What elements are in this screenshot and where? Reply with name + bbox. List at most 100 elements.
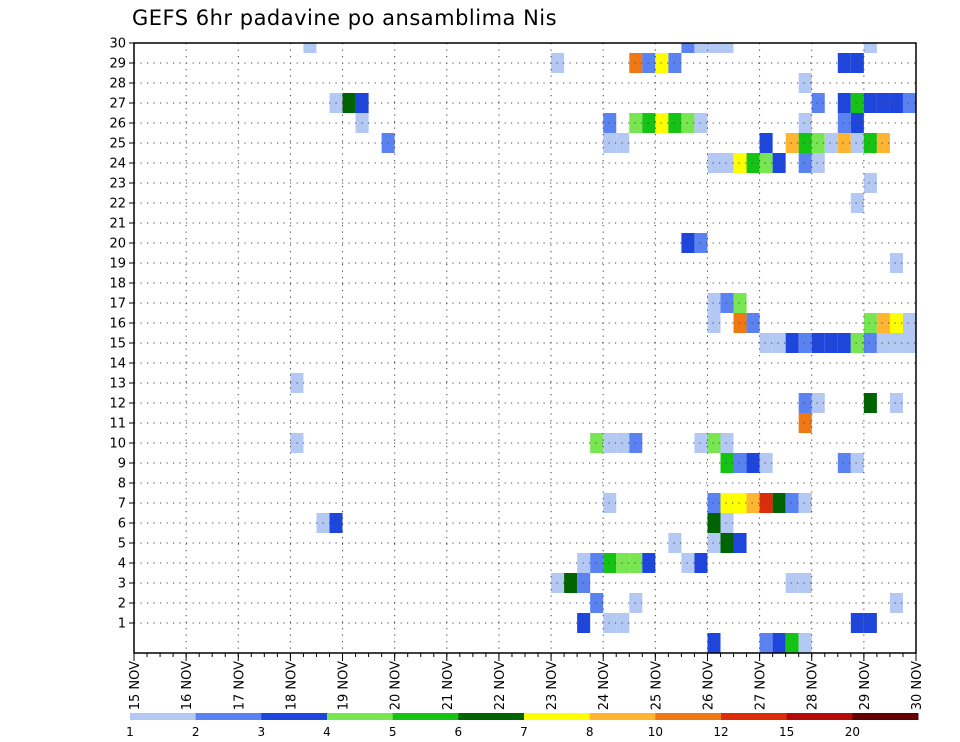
y-tick-label: 21: [109, 217, 126, 232]
heatmap-cell: [850, 193, 864, 213]
heatmap-cell: [863, 173, 877, 193]
heatmap-cell: [603, 433, 617, 453]
heatmap-cell: [876, 313, 890, 333]
heatmap-cell: [707, 533, 721, 553]
heatmap-cell: [707, 633, 721, 653]
y-tick-label: 1: [118, 617, 126, 632]
heatmap-cell: [642, 553, 656, 573]
heatmap-cell: [707, 43, 721, 53]
y-tick-label: 16: [109, 317, 126, 332]
heatmap-cell: [889, 93, 903, 113]
x-tick-label: 25 NOV: [649, 661, 664, 710]
heatmap-cell: [733, 153, 747, 173]
colorbar-swatch: [786, 713, 853, 720]
heatmap-cell: [668, 53, 682, 73]
heatmap-cell: [629, 553, 643, 573]
y-tick-label: 5: [118, 537, 126, 552]
heatmap-cell: [616, 613, 630, 633]
x-tick-label: 19 NOV: [337, 661, 352, 710]
heatmap-cell: [303, 43, 317, 53]
heatmap-cell: [889, 253, 903, 273]
heatmap-cell: [759, 133, 773, 153]
x-tick-label: 27 NOV: [754, 661, 769, 710]
colorbar-swatch: [655, 713, 722, 720]
heatmap-cell: [655, 113, 669, 133]
heatmap-cell: [889, 393, 903, 413]
heatmap-cell: [811, 133, 825, 153]
heatmap-cell: [772, 633, 786, 653]
heatmap-cell: [707, 313, 721, 333]
heatmap-cell: [811, 153, 825, 173]
heatmap-cell: [720, 453, 734, 473]
colorbar-label: 3: [258, 725, 266, 739]
heatmap-cell: [720, 153, 734, 173]
heatmap-cell: [785, 333, 799, 353]
heatmap-cell: [707, 293, 721, 313]
heatmap-cell: [720, 433, 734, 453]
y-tick-label: 9: [118, 457, 126, 472]
heatmap-cell: [798, 153, 812, 173]
y-tick-label: 19: [109, 257, 126, 272]
colorbar-label: 12: [713, 725, 728, 739]
x-tick-label: 21 NOV: [441, 661, 456, 710]
heatmap-cell: [902, 93, 916, 113]
heatmap-cell: [629, 113, 643, 133]
y-tick-label: 12: [109, 397, 126, 412]
heatmap-cell: [772, 493, 786, 513]
heatmap-cell: [902, 333, 916, 353]
x-tick-label: 26 NOV: [701, 661, 716, 710]
heatmap-cell: [850, 113, 864, 133]
x-tick-label: 30 NOV: [910, 661, 925, 710]
y-tick-label: 3: [118, 577, 126, 592]
heatmap-cell: [733, 293, 747, 313]
heatmap-cell: [889, 313, 903, 333]
y-tick-label: 30: [109, 37, 126, 52]
heatmap-cell: [616, 553, 630, 573]
colorbar-swatch: [195, 713, 262, 720]
heatmap-cell: [681, 553, 695, 573]
heatmap-cell: [603, 493, 617, 513]
y-tick-label: 24: [109, 157, 126, 172]
heatmap-cell: [798, 573, 812, 593]
heatmap-cell: [603, 553, 617, 573]
heatmap-cell: [837, 113, 851, 133]
heatmap-cell: [707, 513, 721, 533]
heatmap-cell: [798, 113, 812, 133]
heatmap-cell: [603, 613, 617, 633]
colorbar-swatch: [392, 713, 459, 720]
x-tick-label: 24 NOV: [597, 661, 612, 710]
chart-title: GEFS 6hr padavine po ansamblima Nis: [132, 6, 558, 30]
heatmap-cell: [798, 413, 812, 433]
y-tick-label: 14: [109, 357, 126, 372]
colorbar-swatch: [261, 713, 328, 720]
y-tick-label: 11: [109, 417, 126, 432]
heatmap-cell: [811, 93, 825, 113]
heatmap-cell: [759, 493, 773, 513]
colorbar-label: 4: [323, 725, 331, 739]
heatmap-cell: [642, 53, 656, 73]
heatmap-cell: [720, 513, 734, 533]
colorbar-swatch: [130, 713, 197, 720]
heatmap-cell: [603, 133, 617, 153]
heatmap-cell: [629, 53, 643, 73]
y-tick-label: 13: [109, 377, 126, 392]
heatmap-cell: [798, 133, 812, 153]
colorbar-label: 15: [779, 725, 794, 739]
y-axis-ticks: 1234567891011121314151617181920212223242…: [109, 37, 134, 632]
y-tick-label: 4: [118, 557, 126, 572]
heatmap-cell: [759, 453, 773, 473]
heatmap-cell: [746, 153, 760, 173]
heatmap-cell: [824, 333, 838, 353]
colorbar: 1 2 3 4 5 6 7 8 10 12 15 20: [126, 713, 919, 739]
heatmap-cell: [694, 433, 708, 453]
colorbar-swatch: [852, 713, 919, 720]
heatmap-cell: [811, 393, 825, 413]
heatmap-cell: [668, 113, 682, 133]
colorbar-swatch: [327, 713, 394, 720]
colorbar-label: 20: [845, 725, 860, 739]
heatmap-cell: [798, 333, 812, 353]
x-tick-label: 20 NOV: [389, 661, 404, 710]
heatmap-cell: [603, 113, 617, 133]
heatmap-cell: [681, 233, 695, 253]
